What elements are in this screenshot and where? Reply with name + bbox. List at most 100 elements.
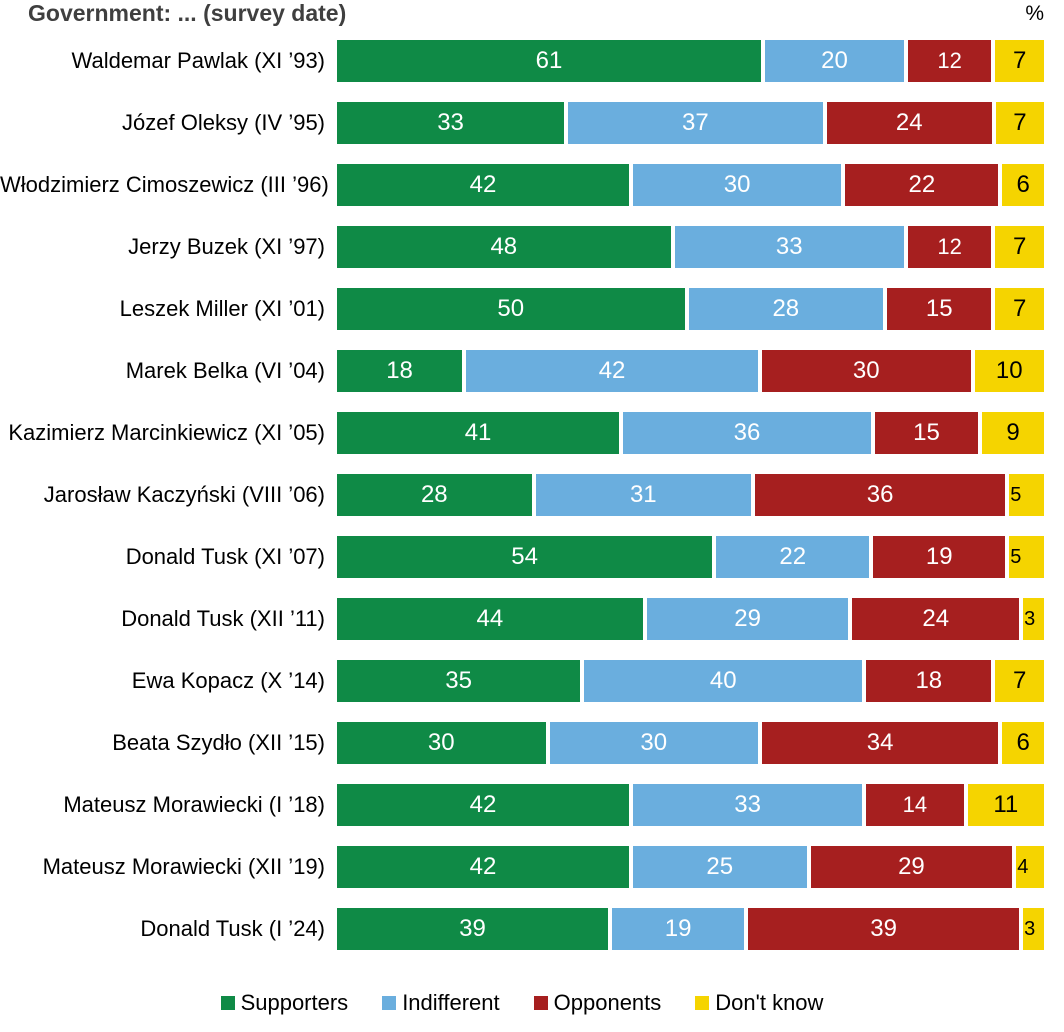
segment-supporters: 42 bbox=[337, 784, 629, 826]
segment-supporters: 61 bbox=[337, 40, 761, 82]
segment-indifferent: 30 bbox=[550, 722, 759, 764]
segment-indifferent: 33 bbox=[675, 226, 904, 268]
legend-label: Opponents bbox=[554, 990, 662, 1016]
segment-indifferent: 40 bbox=[584, 660, 862, 702]
segment-dont_know: 7 bbox=[995, 226, 1044, 268]
stacked-bar: 18423010 bbox=[337, 350, 1044, 392]
row-label: Donald Tusk (XII ’11) bbox=[0, 606, 337, 632]
segment-dont_know: 7 bbox=[995, 660, 1044, 702]
segment-opponents: 15 bbox=[875, 412, 978, 454]
row-label: Waldemar Pawlak (XI ’93) bbox=[0, 48, 337, 74]
segment-supporters: 30 bbox=[337, 722, 546, 764]
chart-row: Mateusz Morawiecki (I ’18)42331411 bbox=[0, 774, 1044, 836]
stacked-bar: 6120127 bbox=[337, 40, 1044, 82]
segment-dont_know: 10 bbox=[975, 350, 1044, 392]
segment-supporters: 35 bbox=[337, 660, 580, 702]
chart-row: Jarosław Kaczyński (VIII ’06)2831365 bbox=[0, 464, 1044, 526]
segment-supporters: 50 bbox=[337, 288, 685, 330]
segment-supporters: 41 bbox=[337, 412, 619, 454]
chart-title: Government: ... (survey date) bbox=[28, 0, 346, 27]
segment-indifferent: 33 bbox=[633, 784, 862, 826]
segment-supporters: 39 bbox=[337, 908, 608, 950]
segment-dont_know: 7 bbox=[995, 40, 1044, 82]
segment-dont_know: 6 bbox=[1002, 722, 1044, 764]
stacked-bar: 42331411 bbox=[337, 784, 1044, 826]
legend-swatch bbox=[695, 996, 709, 1010]
chart-row: Mateusz Morawiecki (XII ’19)4225294 bbox=[0, 836, 1044, 898]
legend-swatch bbox=[382, 996, 396, 1010]
segment-opponents: 19 bbox=[873, 536, 1005, 578]
chart-row: Marek Belka (VI ’04)18423010 bbox=[0, 340, 1044, 402]
segment-opponents: 34 bbox=[762, 722, 998, 764]
chart-rows: Waldemar Pawlak (XI ’93)6120127Józef Ole… bbox=[0, 28, 1044, 960]
chart-row: Donald Tusk (XI ’07)5422195 bbox=[0, 526, 1044, 588]
chart-row: Włodzimierz Cimoszewicz (III ’96)4230226 bbox=[0, 154, 1044, 216]
segment-supporters: 48 bbox=[337, 226, 671, 268]
row-label: Jarosław Kaczyński (VIII ’06) bbox=[0, 482, 337, 508]
segment-dont_know: 7 bbox=[995, 288, 1044, 330]
segment-dont_know: 4 bbox=[1016, 846, 1044, 888]
row-label: Ewa Kopacz (X ’14) bbox=[0, 668, 337, 694]
row-label: Mateusz Morawiecki (I ’18) bbox=[0, 792, 337, 818]
segment-indifferent: 31 bbox=[536, 474, 751, 516]
legend-item-opponents: Opponents bbox=[534, 990, 662, 1016]
stacked-bar: 3919393 bbox=[337, 908, 1044, 950]
segment-supporters: 42 bbox=[337, 164, 629, 206]
segment-opponents: 24 bbox=[852, 598, 1019, 640]
legend-label: Indifferent bbox=[402, 990, 499, 1016]
legend-item-dont_know: Don't know bbox=[695, 990, 823, 1016]
segment-dont_know: 7 bbox=[996, 102, 1044, 144]
legend-swatch bbox=[534, 996, 548, 1010]
chart-row: Donald Tusk (I ’24)3919393 bbox=[0, 898, 1044, 960]
stacked-bar: 4136159 bbox=[337, 412, 1044, 454]
legend-swatch bbox=[221, 996, 235, 1010]
segment-opponents: 15 bbox=[887, 288, 991, 330]
chart-row: Beata Szydło (XII ’15)3030346 bbox=[0, 712, 1044, 774]
chart-legend: Supporters Indifferent Opponents Don't know bbox=[0, 960, 1044, 1016]
segment-dont_know: 3 bbox=[1023, 908, 1044, 950]
chart-row: Donald Tusk (XII ’11)4429243 bbox=[0, 588, 1044, 650]
legend-item-supporters: Supporters bbox=[221, 990, 349, 1016]
government-support-chart: Government: ... (survey date) % Waldemar… bbox=[0, 0, 1064, 1032]
segment-opponents: 18 bbox=[866, 660, 991, 702]
row-label: Włodzimierz Cimoszewicz (III ’96) bbox=[0, 172, 337, 198]
segment-opponents: 14 bbox=[866, 784, 963, 826]
chart-row: Ewa Kopacz (X ’14)3540187 bbox=[0, 650, 1044, 712]
stacked-bar: 4230226 bbox=[337, 164, 1044, 206]
row-label: Józef Oleksy (IV ’95) bbox=[0, 110, 337, 136]
chart-row: Józef Oleksy (IV ’95)3337247 bbox=[0, 92, 1044, 154]
segment-indifferent: 29 bbox=[647, 598, 849, 640]
segment-supporters: 44 bbox=[337, 598, 643, 640]
segment-indifferent: 30 bbox=[633, 164, 842, 206]
chart-row: Leszek Miller (XI ’01)5028157 bbox=[0, 278, 1044, 340]
segment-opponents: 22 bbox=[845, 164, 998, 206]
stacked-bar: 5422195 bbox=[337, 536, 1044, 578]
stacked-bar: 2831365 bbox=[337, 474, 1044, 516]
segment-supporters: 18 bbox=[337, 350, 462, 392]
row-label: Leszek Miller (XI ’01) bbox=[0, 296, 337, 322]
segment-supporters: 28 bbox=[337, 474, 532, 516]
stacked-bar: 4225294 bbox=[337, 846, 1044, 888]
segment-opponents: 39 bbox=[748, 908, 1019, 950]
stacked-bar: 4833127 bbox=[337, 226, 1044, 268]
legend-label: Supporters bbox=[241, 990, 349, 1016]
chart-row: Waldemar Pawlak (XI ’93)6120127 bbox=[0, 30, 1044, 92]
segment-opponents: 12 bbox=[908, 226, 991, 268]
segment-indifferent: 37 bbox=[568, 102, 823, 144]
segment-dont_know: 11 bbox=[968, 784, 1044, 826]
segment-indifferent: 28 bbox=[689, 288, 884, 330]
segment-indifferent: 25 bbox=[633, 846, 807, 888]
unit-symbol: % bbox=[1025, 2, 1044, 26]
stacked-bar: 3540187 bbox=[337, 660, 1044, 702]
chart-row: Jerzy Buzek (XI ’97)4833127 bbox=[0, 216, 1044, 278]
stacked-bar: 3337247 bbox=[337, 102, 1044, 144]
row-label: Donald Tusk (XI ’07) bbox=[0, 544, 337, 570]
row-label: Beata Szydło (XII ’15) bbox=[0, 730, 337, 756]
segment-opponents: 12 bbox=[908, 40, 991, 82]
segment-opponents: 24 bbox=[827, 102, 992, 144]
segment-opponents: 29 bbox=[811, 846, 1013, 888]
row-label: Mateusz Morawiecki (XII ’19) bbox=[0, 854, 337, 880]
segment-supporters: 33 bbox=[337, 102, 564, 144]
chart-row: Kazimierz Marcinkiewicz (XI ’05)4136159 bbox=[0, 402, 1044, 464]
segment-opponents: 36 bbox=[755, 474, 1005, 516]
